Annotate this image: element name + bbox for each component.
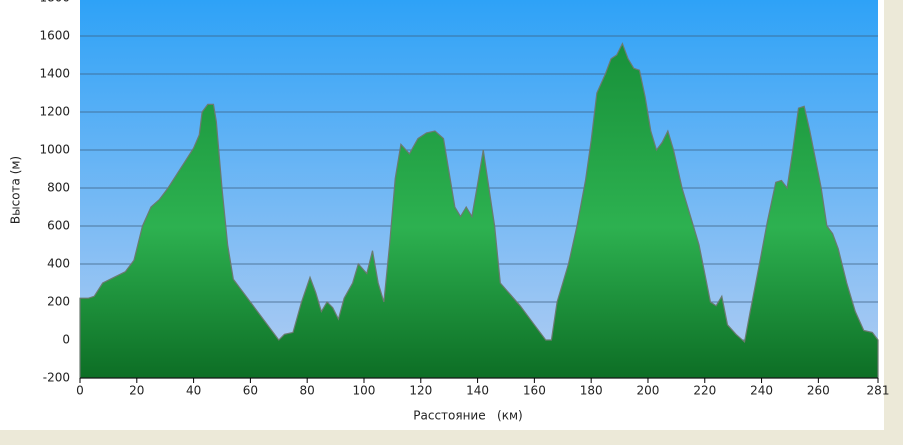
x-tick-label: 80 — [300, 384, 315, 398]
y-tick-label: 200 — [47, 295, 70, 309]
y-tick-label: 800 — [47, 181, 70, 195]
x-tick-label: 120 — [409, 384, 432, 398]
y-axis-label: Высота (м) — [9, 156, 23, 224]
y-tick-label: 0 — [62, 333, 70, 347]
y-tick-label: 400 — [47, 257, 70, 271]
x-tick-label: 20 — [129, 384, 144, 398]
x-tick-label: 160 — [523, 384, 546, 398]
x-tick-label: 240 — [750, 384, 773, 398]
y-tick-label: 600 — [47, 219, 70, 233]
x-tick-label: 140 — [466, 384, 489, 398]
elevation-area — [79, 42, 879, 379]
x-axis-label: Расстояние (км) — [413, 409, 522, 423]
x-tick-label: 260 — [807, 384, 830, 398]
x-tick-label: 180 — [580, 384, 603, 398]
x-tick-label: 100 — [353, 384, 376, 398]
x-tick-label: 220 — [693, 384, 716, 398]
x-tick-label: 40 — [186, 384, 201, 398]
x-tick-label: 200 — [637, 384, 660, 398]
x-tick-label: 60 — [243, 384, 258, 398]
y-tick-label: 1600 — [39, 29, 70, 43]
y-tick-label: 1400 — [39, 67, 70, 81]
y-tick-label: 1000 — [39, 143, 70, 157]
y-tick-label: 1800 — [39, 0, 70, 5]
y-tick-label: -200 — [43, 371, 70, 385]
x-tick-label: 281 — [867, 384, 890, 398]
x-tick-label: 0 — [76, 384, 84, 398]
y-tick-label: 1200 — [39, 105, 70, 119]
